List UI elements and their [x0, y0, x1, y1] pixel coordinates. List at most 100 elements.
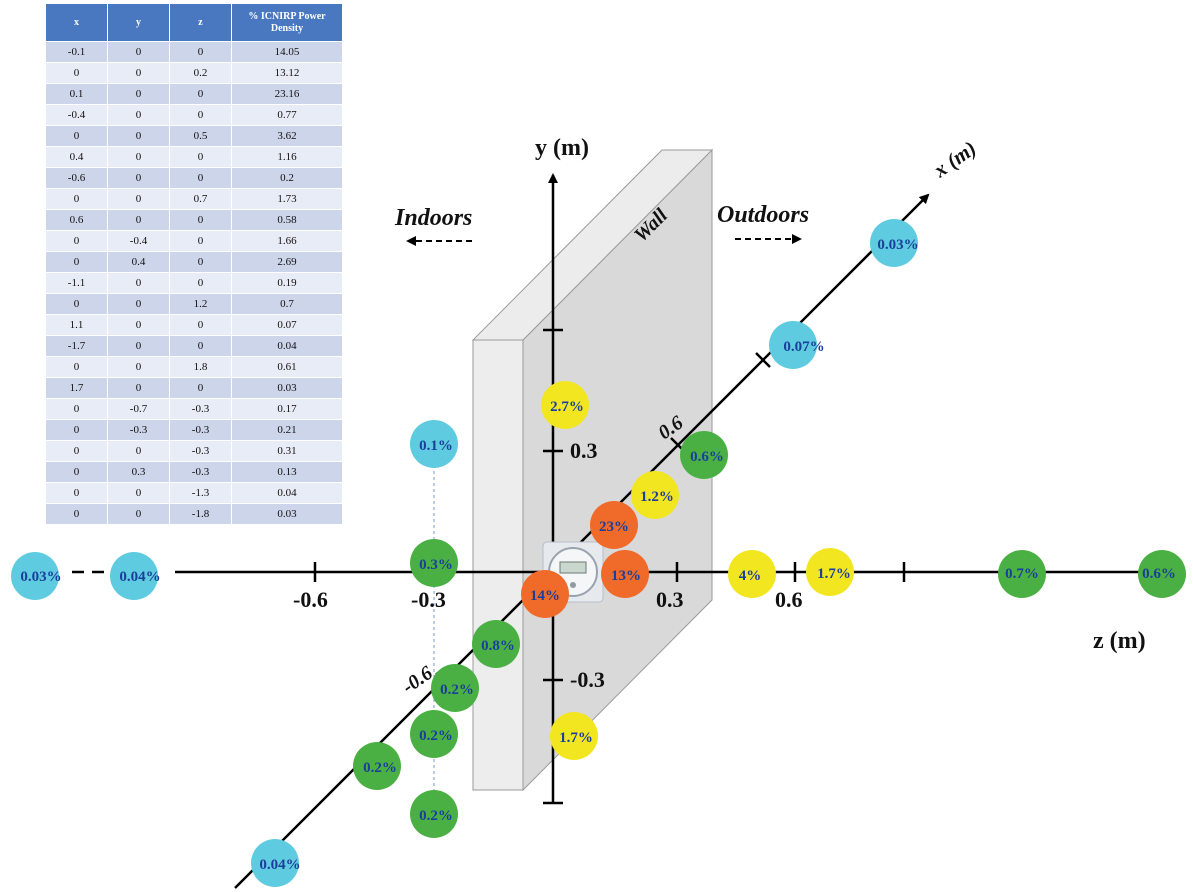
table-cell: 0.21: [231, 419, 343, 441]
table-cell: 1.2: [169, 293, 232, 315]
z-tick-label: 0.6: [775, 587, 803, 612]
table-cell: 0.04: [231, 335, 343, 357]
column-header-power-density: % ICNIRP Power Density: [231, 3, 343, 42]
marker-label: 0.2%: [419, 728, 453, 744]
measurement-marker: 0.7%: [998, 550, 1046, 598]
table-cell: 13.12: [231, 62, 343, 84]
marker-disc: [601, 550, 649, 598]
table-cell: 0: [45, 482, 108, 504]
table-cell: 0: [45, 230, 108, 252]
marker-label: 1.7%: [817, 566, 851, 582]
marker-label: 4%: [739, 568, 762, 584]
table-row: -0.6 0 0 0.2: [45, 167, 343, 189]
y-tick-label: 0.3: [570, 438, 598, 463]
table-row: 0 -0.7 -0.3 0.17: [45, 398, 343, 420]
table-row: -1.1 0 0 0.19: [45, 272, 343, 294]
table-row: 0.6 0 0 0.58: [45, 209, 343, 231]
table-cell: 0.03: [231, 503, 343, 525]
table-cell: 0: [107, 41, 170, 63]
table-cell: 0.77: [231, 104, 343, 126]
table-cell: 0.2: [169, 62, 232, 84]
table-cell: 0: [107, 209, 170, 231]
table-cell: 1.1: [45, 314, 108, 336]
measurement-marker: 0.03%: [11, 552, 62, 600]
marker-disc: [251, 839, 299, 887]
marker-disc: [110, 552, 158, 600]
table-cell: 1.66: [231, 230, 343, 252]
marker-disc: [431, 664, 479, 712]
table-cell: 2.69: [231, 251, 343, 273]
marker-label: 23%: [599, 519, 629, 535]
marker-label: 0.2%: [419, 808, 453, 824]
table-cell: 0: [169, 272, 232, 294]
marker-disc: [728, 550, 776, 598]
table-cell: 1.16: [231, 146, 343, 168]
table-cell: 0.7: [169, 188, 232, 210]
table-row: -0.1 0 0 14.05: [45, 41, 343, 63]
table-cell: 0: [45, 461, 108, 483]
table-row: 0 -0.4 0 1.66: [45, 230, 343, 252]
marker-disc: [410, 790, 458, 838]
table-cell: -0.3: [169, 440, 232, 462]
table-cell: 0: [169, 314, 232, 336]
wall: Wall: [471, 148, 714, 792]
table-cell: -0.6: [45, 167, 108, 189]
measurement-marker: 0.2%: [410, 710, 458, 758]
outdoors-indicator: Outdoors: [717, 202, 809, 244]
table-cell: 0: [169, 146, 232, 168]
table-header-row: x y z % ICNIRP Power Density: [45, 3, 343, 42]
table-cell: 0: [107, 83, 170, 105]
table-cell: 0.4: [45, 146, 108, 168]
table-row: 1.7 0 0 0.03: [45, 377, 343, 399]
measurement-marker: 0.2%: [431, 664, 479, 712]
z-axis: -0.6 -0.3 0.3 0.6 z (m): [72, 562, 1182, 654]
marker-label: 0.6%: [690, 449, 724, 465]
table-row: 1.1 0 0 0.07: [45, 314, 343, 336]
table-cell: 0: [107, 440, 170, 462]
table-cell: 0: [107, 167, 170, 189]
measurement-marker: 1.7%: [806, 548, 854, 596]
table-cell: 0: [169, 167, 232, 189]
marker-disc: [806, 548, 854, 596]
measurement-marker: 0.2%: [410, 790, 458, 838]
table-cell: 0: [45, 356, 108, 378]
table-cell: -1.1: [45, 272, 108, 294]
x-tick-mark: [755, 352, 771, 368]
table-cell: 0.61: [231, 356, 343, 378]
marker-disc: [680, 431, 728, 479]
measurement-marker: 13%: [601, 550, 649, 598]
table-cell: 0: [169, 41, 232, 63]
table-cell: 3.62: [231, 125, 343, 147]
measurement-marker: 1.2%: [631, 471, 679, 519]
marker-label: 0.04%: [259, 857, 300, 873]
measurement-marker: 14%: [521, 570, 569, 618]
z-axis-label: z (m): [1093, 628, 1146, 654]
table-row: 0 0.4 0 2.69: [45, 251, 343, 273]
table-cell: -0.3: [169, 419, 232, 441]
marker-label: 14%: [530, 588, 560, 604]
measurement-marker: 0.8%: [472, 620, 520, 668]
y-axis-label: y (m): [535, 135, 589, 161]
table-cell: 1.7: [45, 377, 108, 399]
table-cell: 0.58: [231, 209, 343, 231]
table-cell: -1.7: [45, 335, 108, 357]
marker-label: 1.2%: [640, 489, 674, 505]
table-cell: 0.19: [231, 272, 343, 294]
table-cell: 0: [45, 440, 108, 462]
table-cell: -0.4: [45, 104, 108, 126]
table-row: 0 0 -0.3 0.31: [45, 440, 343, 462]
marker-disc: [998, 550, 1046, 598]
table-cell: 0.3: [107, 461, 170, 483]
table-cell: -0.3: [169, 461, 232, 483]
table-cell: 14.05: [231, 41, 343, 63]
table-cell: 0: [107, 503, 170, 525]
table-cell: 0: [45, 293, 108, 315]
marker-disc: [769, 321, 817, 369]
marker-label: 2.7%: [550, 399, 584, 415]
table-row: 0 0 0.2 13.12: [45, 62, 343, 84]
column-header-x: x: [45, 3, 108, 42]
marker-disc: [410, 420, 458, 468]
marker-label: 0.2%: [363, 760, 397, 776]
marker-label: 0.8%: [481, 638, 515, 654]
